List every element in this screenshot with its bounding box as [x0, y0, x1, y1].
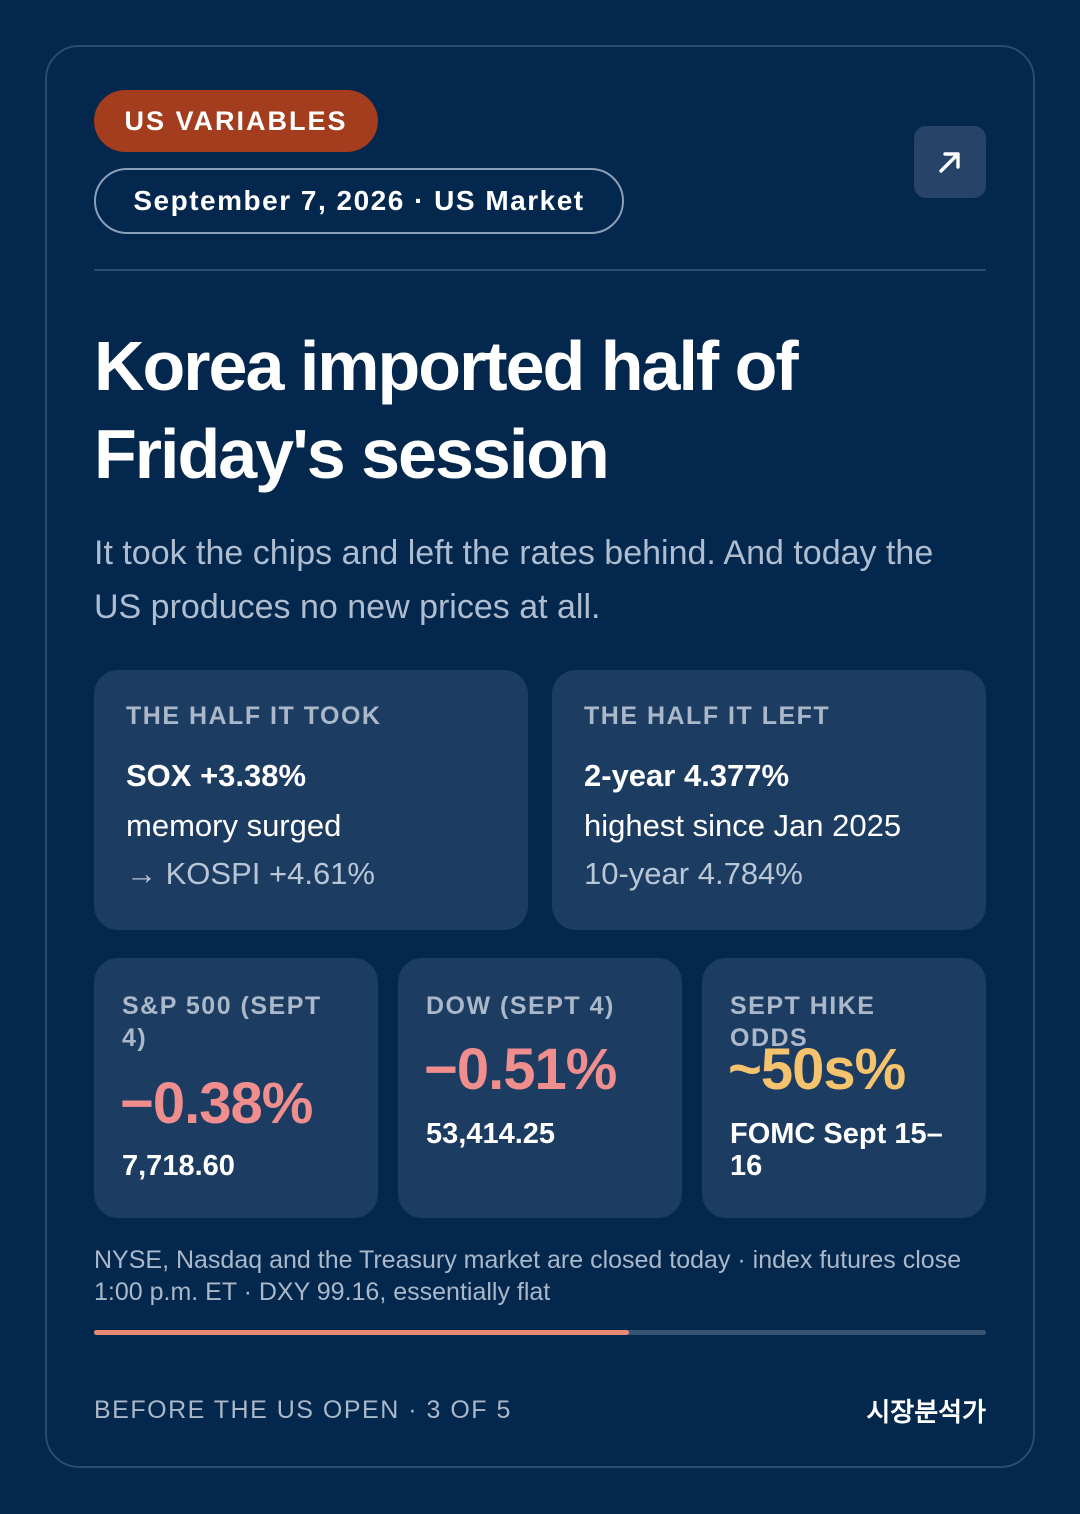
- stat-label: SEPT HIKE ODDS: [730, 992, 876, 1052]
- panel-line: → KOSPI +4.61%: [126, 856, 375, 891]
- stat-value: ~50s%: [728, 1037, 906, 1102]
- category-tag: US VARIABLES: [94, 90, 378, 152]
- panel-half-left: THE HALF IT LEFT 2-year 4.377% highest s…: [552, 670, 986, 930]
- market-footnote: NYSE, Nasdaq and the Treasury market are…: [94, 1246, 962, 1306]
- stat-card-hike-odds: SEPT HIKE ODDS ~50s% FOMC Sept 15–16: [702, 958, 986, 1218]
- panel-headline-value: 2-year 4.377%: [584, 758, 790, 793]
- stat-detail: 7,718.60: [122, 1150, 235, 1182]
- headline: Korea imported half of Friday's session: [94, 327, 799, 493]
- stat-value: −0.38%: [120, 1071, 313, 1136]
- arrow-up-right-icon: [939, 152, 960, 173]
- story-progress-fill: [94, 1330, 630, 1335]
- series-position: BEFORE THE US OPEN · 3 OF 5: [94, 1396, 512, 1424]
- header-divider: [94, 269, 986, 271]
- open-link-button[interactable]: [914, 126, 986, 198]
- panel-title: THE HALF IT LEFT: [584, 702, 831, 730]
- panel-line: 10-year 4.784%: [584, 856, 803, 891]
- stat-label: S&P 500 (SEPT 4): [122, 992, 322, 1052]
- subheadline: It took the chips and left the rates beh…: [94, 534, 934, 626]
- stat-detail: 53,414.25: [426, 1118, 556, 1150]
- stat-label: DOW (SEPT 4): [426, 992, 615, 1020]
- stat-value: −0.51%: [424, 1037, 617, 1102]
- panel-headline-value: SOX +3.38%: [126, 758, 307, 793]
- stat-card-sp500: S&P 500 (SEPT 4) −0.38% 7,718.60: [94, 958, 378, 1218]
- dateline-pill: September 7, 2026 · US Market: [94, 168, 624, 234]
- story-progress-bar: [94, 1330, 986, 1335]
- panel-line: memory surged: [126, 808, 342, 843]
- stat-detail: FOMC Sept 15–16: [730, 1118, 943, 1182]
- panel-half-took: THE HALF IT TOOK SOX +3.38% memory surge…: [94, 670, 528, 930]
- stat-card-dow: DOW (SEPT 4) −0.51% 53,414.25: [398, 958, 682, 1218]
- panel-title: THE HALF IT TOOK: [126, 702, 382, 730]
- publisher-name: 시장분석가: [866, 1397, 986, 1427]
- panel-line: highest since Jan 2025: [584, 808, 902, 843]
